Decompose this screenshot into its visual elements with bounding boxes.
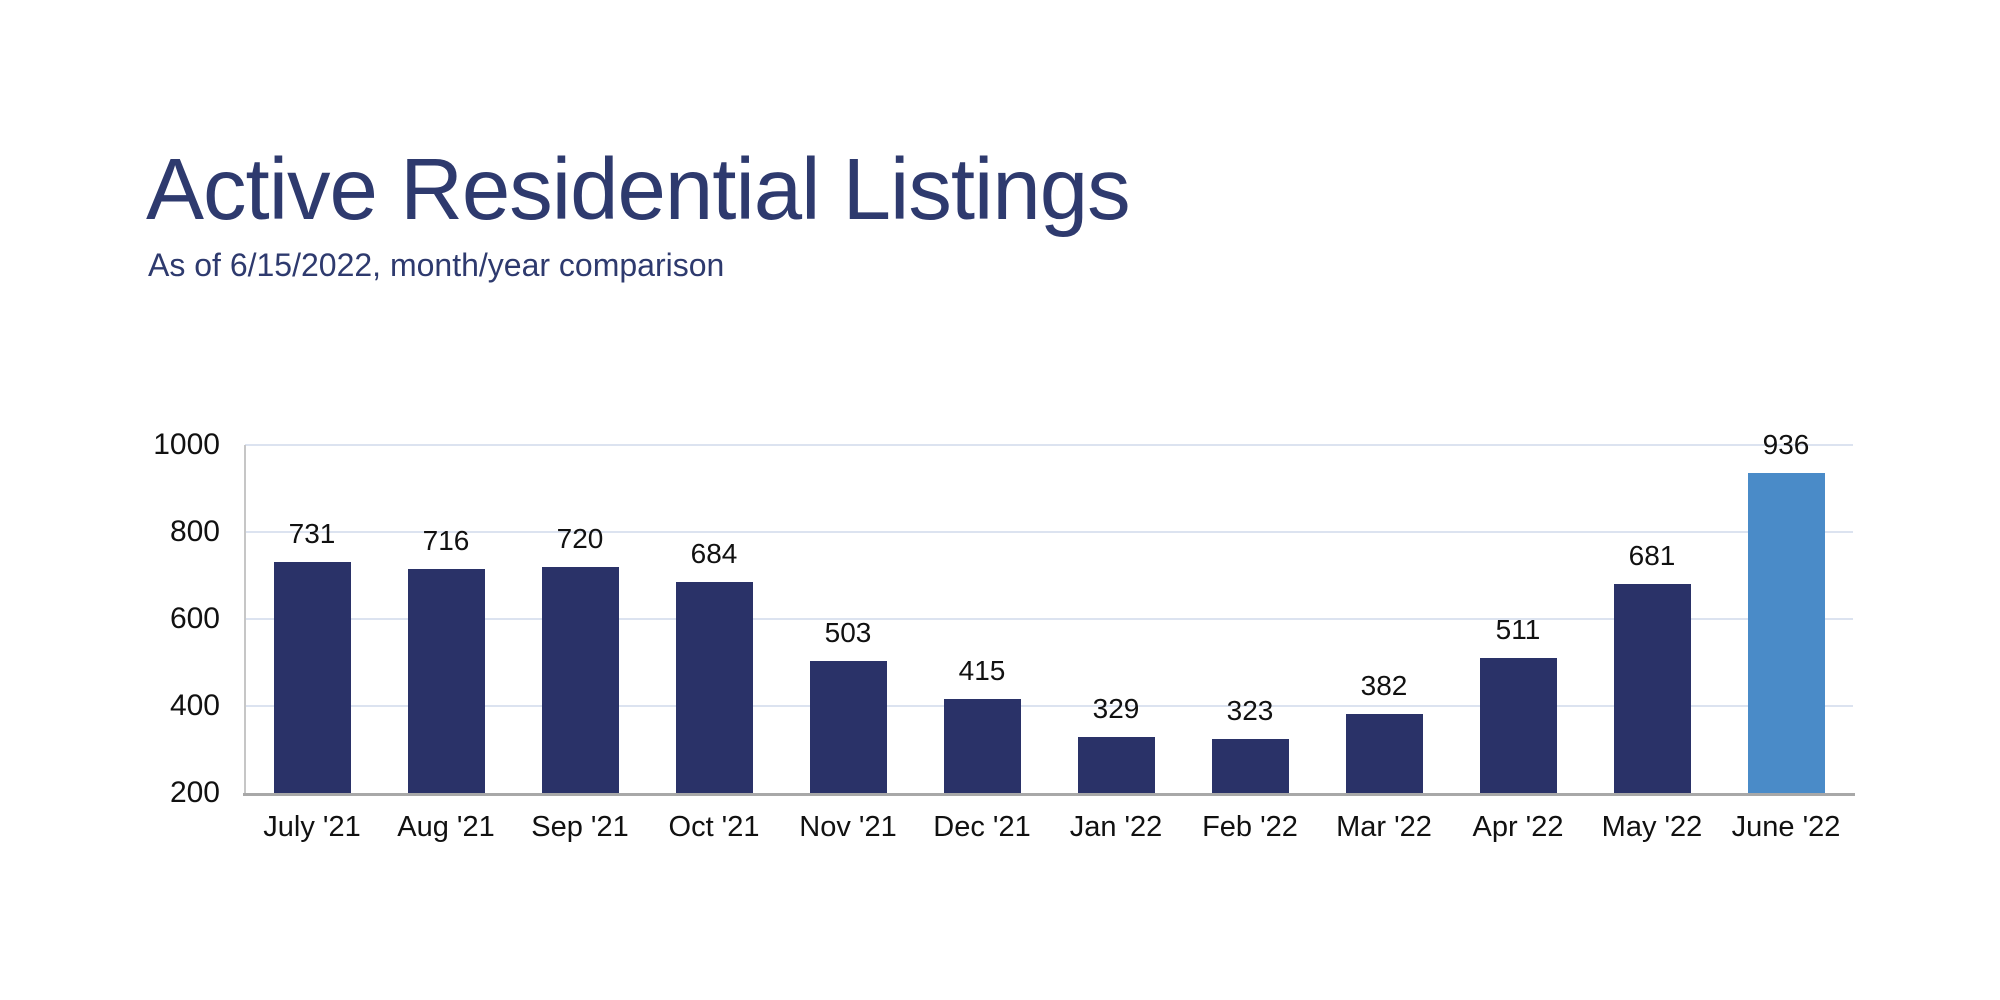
bar [1345, 713, 1423, 793]
bar-value-label: 936 [1762, 428, 1810, 460]
gridline [245, 531, 1853, 533]
bar-value-label: 329 [1092, 692, 1140, 724]
x-axis-tick-label: Oct '21 [668, 811, 760, 843]
x-axis-tick-label: Aug '21 [397, 811, 495, 843]
x-axis-tick-label: Dec '21 [933, 811, 1031, 843]
x-axis-tick-label: Sep '21 [531, 811, 629, 843]
bar [1077, 736, 1155, 793]
x-axis-tick-label: July '21 [263, 811, 361, 843]
bar [1479, 657, 1557, 793]
x-axis-baseline [243, 793, 1855, 796]
page-subtitle: As of 6/15/2022, month/year comparison [148, 247, 725, 283]
x-axis-tick-label: May '22 [1601, 811, 1703, 843]
x-axis-tick-label: Jan '22 [1069, 811, 1163, 843]
bar [1747, 472, 1825, 793]
bar-value-label: 323 [1226, 695, 1274, 727]
bar [407, 568, 485, 793]
gridline [245, 618, 1853, 620]
bar [1613, 583, 1691, 793]
bar-value-label: 681 [1628, 539, 1676, 571]
x-axis-tick-label: Apr '22 [1472, 811, 1564, 843]
bar-value-label: 511 [1495, 613, 1541, 645]
bar [541, 566, 619, 793]
x-axis-tick-label: Mar '22 [1336, 811, 1432, 843]
bar-value-label: 731 [288, 518, 336, 549]
bar-value-label: 382 [1360, 669, 1408, 701]
x-axis-tick-label: Feb '22 [1202, 811, 1298, 843]
y-axis-tick-label: 600 [169, 602, 220, 635]
x-axis-tick-label: Nov '21 [799, 811, 897, 843]
bar [273, 562, 351, 793]
y-axis-tick-label: 1000 [153, 428, 220, 461]
y-axis-tick-label: 800 [169, 515, 220, 548]
bar [1211, 739, 1289, 793]
bar [809, 661, 887, 793]
y-axis-tick-label: 200 [169, 776, 220, 809]
bar [675, 582, 753, 793]
bar-value-label: 684 [690, 538, 738, 570]
y-axis-tick-label: 400 [169, 689, 220, 722]
bar-value-label: 716 [422, 524, 470, 556]
bar-value-label: 720 [556, 522, 604, 554]
gridline [245, 705, 1853, 707]
bar [943, 699, 1021, 793]
gridline [245, 444, 1853, 446]
y-axis-line [244, 445, 246, 796]
page-title: Active Residential Listings [146, 141, 1131, 238]
x-axis-tick-label: June '22 [1731, 811, 1841, 843]
bar-value-label: 503 [824, 617, 872, 649]
bar-value-label: 415 [958, 655, 1006, 687]
